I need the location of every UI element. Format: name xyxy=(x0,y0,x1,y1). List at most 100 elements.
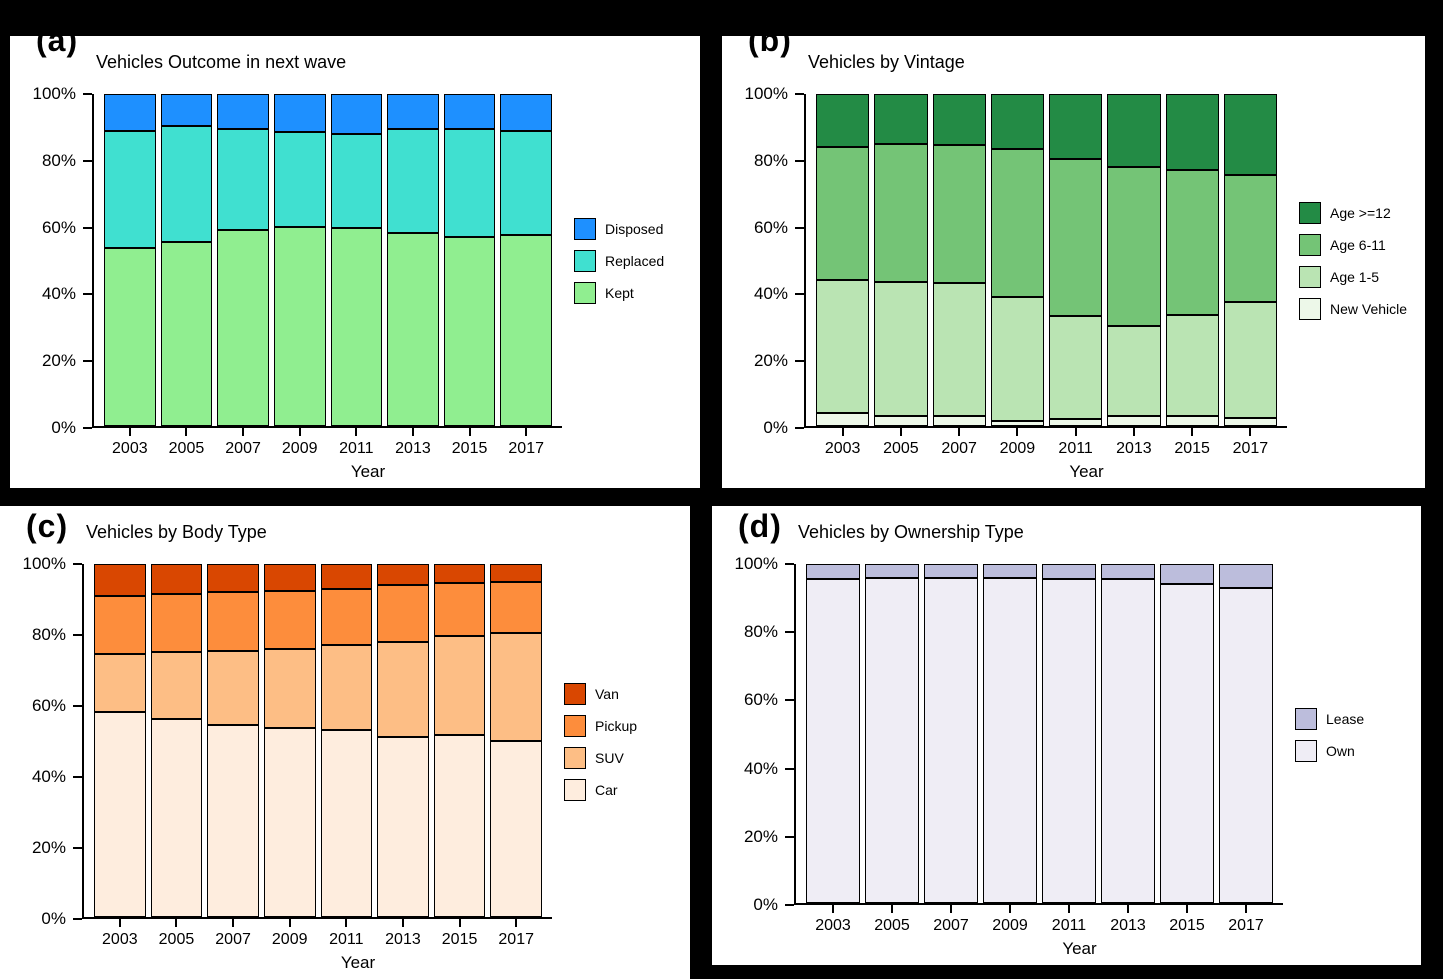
bar-segment-age-1-5 xyxy=(932,283,986,417)
bar-segment-suv xyxy=(377,641,429,737)
legend-label: Car xyxy=(595,781,618,798)
bar-2009 xyxy=(263,564,316,917)
bar-segment-lease xyxy=(924,564,978,578)
bar-2015 xyxy=(443,94,496,426)
x-tick-mark xyxy=(288,919,291,927)
bar-2009 xyxy=(983,564,1037,903)
x-tick-mark xyxy=(298,428,301,436)
x-tick-2015: 2015 xyxy=(1166,428,1219,462)
x-tick-mark xyxy=(841,428,844,436)
bar-segment-van xyxy=(263,564,316,591)
bar-segment-suv xyxy=(433,636,486,736)
legend-label: New Vehicle xyxy=(1330,301,1408,317)
plot-column-c: 2003 2005 2007 2009 2011 2013 2015 2017 Year xyxy=(82,564,552,979)
bar-segment-kept xyxy=(387,233,439,426)
x-tick-label: 2017 xyxy=(1228,917,1264,934)
x-tick-2011: 2011 xyxy=(1042,905,1096,939)
legend-item-disposed: Disposed xyxy=(574,218,700,240)
x-tick-label: 2015 xyxy=(451,440,488,457)
bar-segment-age-6-11 xyxy=(1049,158,1103,317)
bar-segment-suv xyxy=(150,652,203,720)
y-tick-mark xyxy=(785,563,794,565)
bar-segment-suv xyxy=(263,648,316,729)
legend-key-age-6-11 xyxy=(1299,234,1321,256)
y-tick-mark xyxy=(785,904,794,906)
panel-d: (d) Vehicles by Ownership Type 0% 20% 40% 6… xyxy=(712,506,1421,965)
x-axis-c: 2003 2005 2007 2009 2011 2013 2015 2017 xyxy=(82,919,552,953)
x-tick-label: 2015 xyxy=(441,931,478,948)
y-axis-a: 0% 20% 40% 60% 80% 100% xyxy=(10,84,92,437)
bar-2011 xyxy=(330,94,383,426)
bar-segment-lease xyxy=(1042,564,1096,580)
x-axis-title-a: Year xyxy=(350,462,386,481)
y-tick-mark xyxy=(83,159,92,162)
bar-segment-age-1-5 xyxy=(816,279,870,413)
bar-segment-age-1-5 xyxy=(874,281,928,417)
legend-label: Age >=12 xyxy=(1330,205,1391,221)
bar-segment-van xyxy=(320,564,373,589)
legend-key-suv xyxy=(564,746,586,769)
legend-label: Van xyxy=(595,685,619,702)
legend-label: Age 1-5 xyxy=(1330,269,1380,285)
bar-segment-age-12 xyxy=(874,94,928,144)
legend-item-lease: Lease xyxy=(1295,707,1421,730)
legend-item-suv: SUV xyxy=(564,746,690,769)
x-tick-2017: 2017 xyxy=(500,428,552,462)
bar-segment-disposed xyxy=(443,94,496,129)
bar-segment-suv xyxy=(94,654,146,713)
x-tick-label: 2017 xyxy=(1232,440,1269,457)
legend-item-own: Own xyxy=(1295,739,1421,762)
bar-segment-pickup xyxy=(207,592,259,651)
bar-segment-replaced xyxy=(443,128,496,237)
bar-segment-age-6-11 xyxy=(932,145,986,284)
legend-item-car: Car xyxy=(564,778,690,801)
x-tick-label: 2013 xyxy=(1116,440,1152,457)
x-tick-2013: 2013 xyxy=(377,919,429,953)
bar-segment-own xyxy=(1042,579,1096,903)
panel-a: (a) Vehicles Outcome in next wave 0% 20% 4… xyxy=(10,36,700,488)
bar-2015 xyxy=(1160,564,1214,903)
panel-c: (c) Vehicles by Body Type 0% 20% 40% 60% 80%… xyxy=(0,506,690,979)
bar-segment-age-12 xyxy=(1107,94,1161,168)
y-tick-label: 80% xyxy=(41,150,76,170)
bar-2011 xyxy=(1042,564,1096,903)
bar-2013 xyxy=(377,564,429,917)
x-tick-label: 2007 xyxy=(215,931,251,948)
bar-segment-disposed xyxy=(160,94,213,126)
x-tick-mark xyxy=(525,428,528,436)
y-tick-label: 40% xyxy=(31,767,66,786)
x-tick-label: 2015 xyxy=(1174,440,1210,457)
x-tick-label: 2011 xyxy=(329,931,364,948)
legend-key-van xyxy=(564,682,586,705)
legend-key-kept xyxy=(574,282,596,304)
legend-item-new-vehicle: New Vehicle xyxy=(1299,298,1425,320)
y-tick-label: 40% xyxy=(41,284,76,304)
bar-segment-suv xyxy=(490,632,542,741)
x-tick-2003: 2003 xyxy=(816,428,869,462)
bar-2005 xyxy=(160,94,213,426)
x-tick-2017: 2017 xyxy=(1219,905,1273,939)
y-tick-mark xyxy=(785,699,794,702)
legend-c: Van Pickup SUV Car xyxy=(552,564,690,919)
legend-key-pickup xyxy=(564,714,586,737)
bar-segment-age-6-11 xyxy=(990,148,1044,297)
bar-segment-own xyxy=(1160,584,1214,903)
bar-2005 xyxy=(865,564,919,903)
x-tick-mark xyxy=(242,428,245,436)
bar-2007 xyxy=(207,564,259,917)
y-tick-label: 80% xyxy=(743,622,778,642)
x-tick-2013: 2013 xyxy=(1101,905,1155,939)
x-tick-mark xyxy=(899,428,902,436)
legend-label: Replaced xyxy=(605,253,665,269)
legend-label: Own xyxy=(1326,742,1355,759)
bar-2015 xyxy=(433,564,486,917)
legend-key-age-1-5 xyxy=(1299,266,1321,288)
x-tick-label: 2005 xyxy=(883,440,919,457)
chart-title-a: Vehicles Outcome in next wave xyxy=(96,52,347,72)
x-tick-2009: 2009 xyxy=(983,905,1037,939)
y-tick-mark xyxy=(83,93,92,95)
y-tick-label: 20% xyxy=(753,351,788,371)
x-tick-mark xyxy=(232,919,235,927)
x-axis-d: 2003 2005 2007 2009 2011 2013 2015 2017 xyxy=(794,905,1283,939)
x-tick-mark xyxy=(128,428,131,436)
